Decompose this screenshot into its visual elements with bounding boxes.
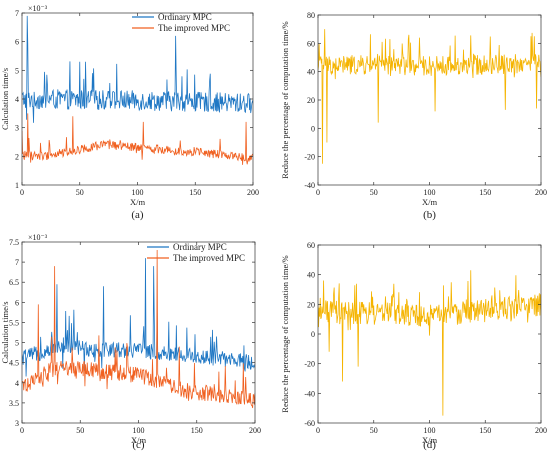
y-tick-label: 4.5 [9, 359, 19, 368]
y-tick-label: 2 [15, 152, 19, 161]
y-tick-label: 1 [15, 181, 19, 190]
x-tick-label: 50 [370, 426, 378, 435]
y-tick-label: -60 [304, 419, 315, 428]
x-tick-label: 0 [316, 188, 320, 197]
y-tick-label: 60 [307, 39, 315, 48]
y-multiplier-label: ×10⁻³ [28, 4, 48, 13]
x-tick-label: 200 [247, 188, 259, 197]
y-axis-label: Calculation time/s [0, 301, 10, 363]
y-tick-label: 7 [15, 9, 19, 18]
y-tick-label: 0 [311, 124, 315, 133]
y-multiplier-label: ×10⁻³ [28, 233, 48, 242]
series-line-b-0 [318, 29, 541, 164]
y-tick-label: 40 [307, 271, 315, 280]
x-tick-label: 100 [132, 188, 144, 197]
y-tick-label: 5 [15, 66, 19, 75]
legend-entry: Ordinary MPC [173, 242, 227, 252]
y-axis-label: Reduce the percentage of computation tim… [280, 21, 290, 178]
y-tick-label: -20 [304, 153, 315, 162]
y-tick-label: 7.5 [9, 238, 19, 247]
y-tick-label: 40 [307, 68, 315, 77]
x-tick-label: 50 [76, 188, 84, 197]
y-tick-label: -20 [304, 360, 315, 369]
y-tick-label: 4 [15, 379, 19, 388]
y-tick-label: 20 [307, 96, 315, 105]
x-axis-label: X/m [422, 435, 438, 445]
y-tick-label: 4 [15, 95, 19, 104]
x-tick-label: 200 [535, 188, 547, 197]
y-tick-label: 6.5 [9, 278, 19, 287]
x-tick-label: 0 [20, 426, 24, 435]
panel-label: (b) [423, 209, 436, 221]
panel-label: (a) [131, 209, 144, 221]
chart-panel-a: 0 50 100 150 200 1 2 3 4 5 6 7 X/m Calculation time/s… [0, 4, 259, 221]
x-axis-label: X/m [130, 197, 146, 207]
y-tick-label: 3 [15, 124, 19, 133]
y-axis-label: Reduce the percentage of computation tim… [280, 255, 290, 412]
y-tick-label: 0 [311, 330, 315, 339]
series-line-d-0 [318, 270, 541, 416]
y-tick-label: 80 [307, 11, 315, 20]
x-tick-label: 150 [479, 188, 491, 197]
x-tick-label: 0 [316, 426, 320, 435]
panel-label: (c) [132, 439, 145, 451]
chart-panel-d: 0 50 100 150 200 -60 -40 -20 0 20 40 60 X/m Reduce th… [280, 241, 547, 451]
y-tick-label: 3.5 [9, 399, 19, 408]
x-axis-label: X/m [131, 435, 147, 445]
x-tick-label: 100 [133, 426, 145, 435]
x-axis-label: X/m [422, 197, 438, 207]
y-tick-label: -40 [304, 389, 315, 398]
y-tick-label: 60 [307, 241, 315, 250]
y-tick-label: 6 [15, 38, 19, 47]
x-tick-label: 200 [535, 426, 547, 435]
y-tick-label: 3 [15, 419, 19, 428]
x-tick-label: 150 [191, 426, 203, 435]
series-line-a-0 [22, 15, 253, 123]
series-line-c-1 [22, 250, 255, 409]
legend-entry: The improved MPC [158, 23, 230, 33]
panel-label: (d) [423, 439, 436, 451]
legend-entry: Ordinary MPC [158, 12, 212, 22]
plot-frame [317, 14, 542, 186]
x-tick-label: 100 [424, 188, 436, 197]
chart-panel-b: 0 50 100 150 200 -40 -20 0 20 40 60 80 X/m Reduce the… [280, 11, 547, 221]
y-tick-label: 5.5 [9, 318, 19, 327]
x-tick-label: 100 [424, 426, 436, 435]
y-tick-label: -40 [304, 181, 315, 190]
y-tick-label: 20 [307, 300, 315, 309]
x-tick-label: 50 [370, 188, 378, 197]
x-tick-label: 150 [189, 188, 201, 197]
y-tick-label: 5 [15, 339, 19, 348]
series-line-c-0 [22, 258, 255, 377]
x-tick-label: 50 [76, 426, 84, 435]
legend-entry: The improved MPC [173, 253, 245, 263]
x-tick-label: 150 [479, 426, 491, 435]
chart-panel-c: 0 50 100 150 200 3 3.5 4 4.5 5 5.5 6 6.5 7 7.5 X/m Calcu… [0, 233, 261, 451]
y-tick-label: 7 [15, 258, 19, 267]
y-tick-label: 6 [15, 298, 19, 307]
y-axis-label: Calculation time/s [0, 68, 10, 130]
x-tick-label: 0 [20, 188, 24, 197]
x-tick-label: 200 [249, 426, 261, 435]
series-line-a-1 [22, 113, 253, 165]
